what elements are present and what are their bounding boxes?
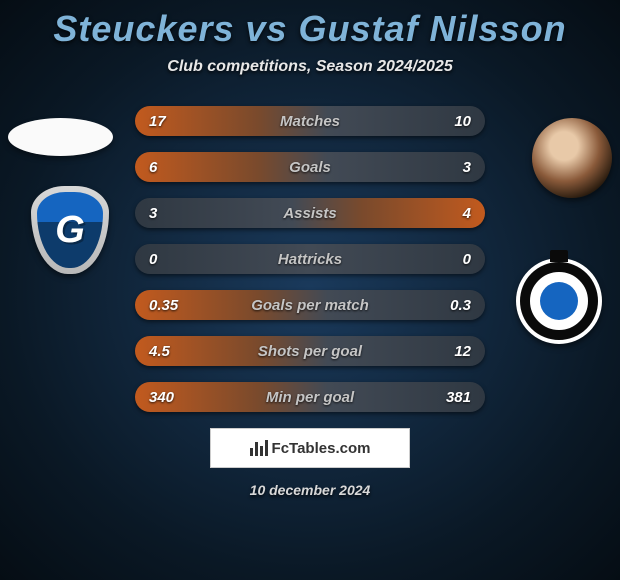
stat-row: 0 Hattricks 0 — [135, 244, 485, 274]
stat-right-value: 3 — [463, 159, 471, 176]
stat-label: Min per goal — [266, 389, 354, 406]
page-title: Steuckers vs Gustaf Nilsson — [0, 0, 620, 50]
brugge-logo-icon — [516, 258, 602, 344]
club-left-logo: G — [22, 186, 118, 282]
date-label: 10 december 2024 — [0, 482, 620, 498]
player-left-avatar — [8, 118, 113, 156]
genk-logo-icon: G — [22, 186, 118, 282]
stat-row: 3 Assists 4 — [135, 198, 485, 228]
stat-left-value: 17 — [149, 113, 166, 130]
stat-label: Goals — [289, 159, 331, 176]
stat-right-value: 0 — [463, 251, 471, 268]
stat-label: Shots per goal — [258, 343, 362, 360]
stat-right-value: 10 — [454, 113, 471, 130]
stat-label: Goals per match — [251, 297, 369, 314]
stat-row: 17 Matches 10 — [135, 106, 485, 136]
stat-right-value: 4 — [463, 205, 471, 222]
stat-row: 0.35 Goals per match 0.3 — [135, 290, 485, 320]
stat-row: 4.5 Shots per goal 12 — [135, 336, 485, 366]
avatar-photo-icon — [532, 118, 612, 198]
stat-label: Hattricks — [278, 251, 342, 268]
stat-left-value: 0.35 — [149, 297, 178, 314]
bar-chart-icon — [250, 440, 268, 456]
stat-row: 6 Goals 3 — [135, 152, 485, 182]
stat-left-value: 3 — [149, 205, 157, 222]
stat-label: Assists — [283, 205, 336, 222]
stat-right-value: 0.3 — [450, 297, 471, 314]
club-right-logo — [516, 258, 602, 344]
avatar-placeholder-icon — [8, 118, 113, 156]
player-right-avatar — [532, 118, 612, 198]
footer-brand-logo[interactable]: FcTables.com — [210, 428, 410, 468]
stat-right-value: 12 — [454, 343, 471, 360]
footer-brand-text: FcTables.com — [272, 440, 371, 457]
stat-label: Matches — [280, 113, 340, 130]
stat-left-value: 0 — [149, 251, 157, 268]
stat-left-value: 340 — [149, 389, 174, 406]
stat-right-value: 381 — [446, 389, 471, 406]
stat-left-value: 4.5 — [149, 343, 170, 360]
stat-row: 340 Min per goal 381 — [135, 382, 485, 412]
stats-table: 17 Matches 10 6 Goals 3 3 Assists 4 0 Hattricks 0 0.… — [135, 106, 485, 412]
season-subtitle: Club competitions, Season 2024/2025 — [0, 58, 620, 76]
stat-left-value: 6 — [149, 159, 157, 176]
